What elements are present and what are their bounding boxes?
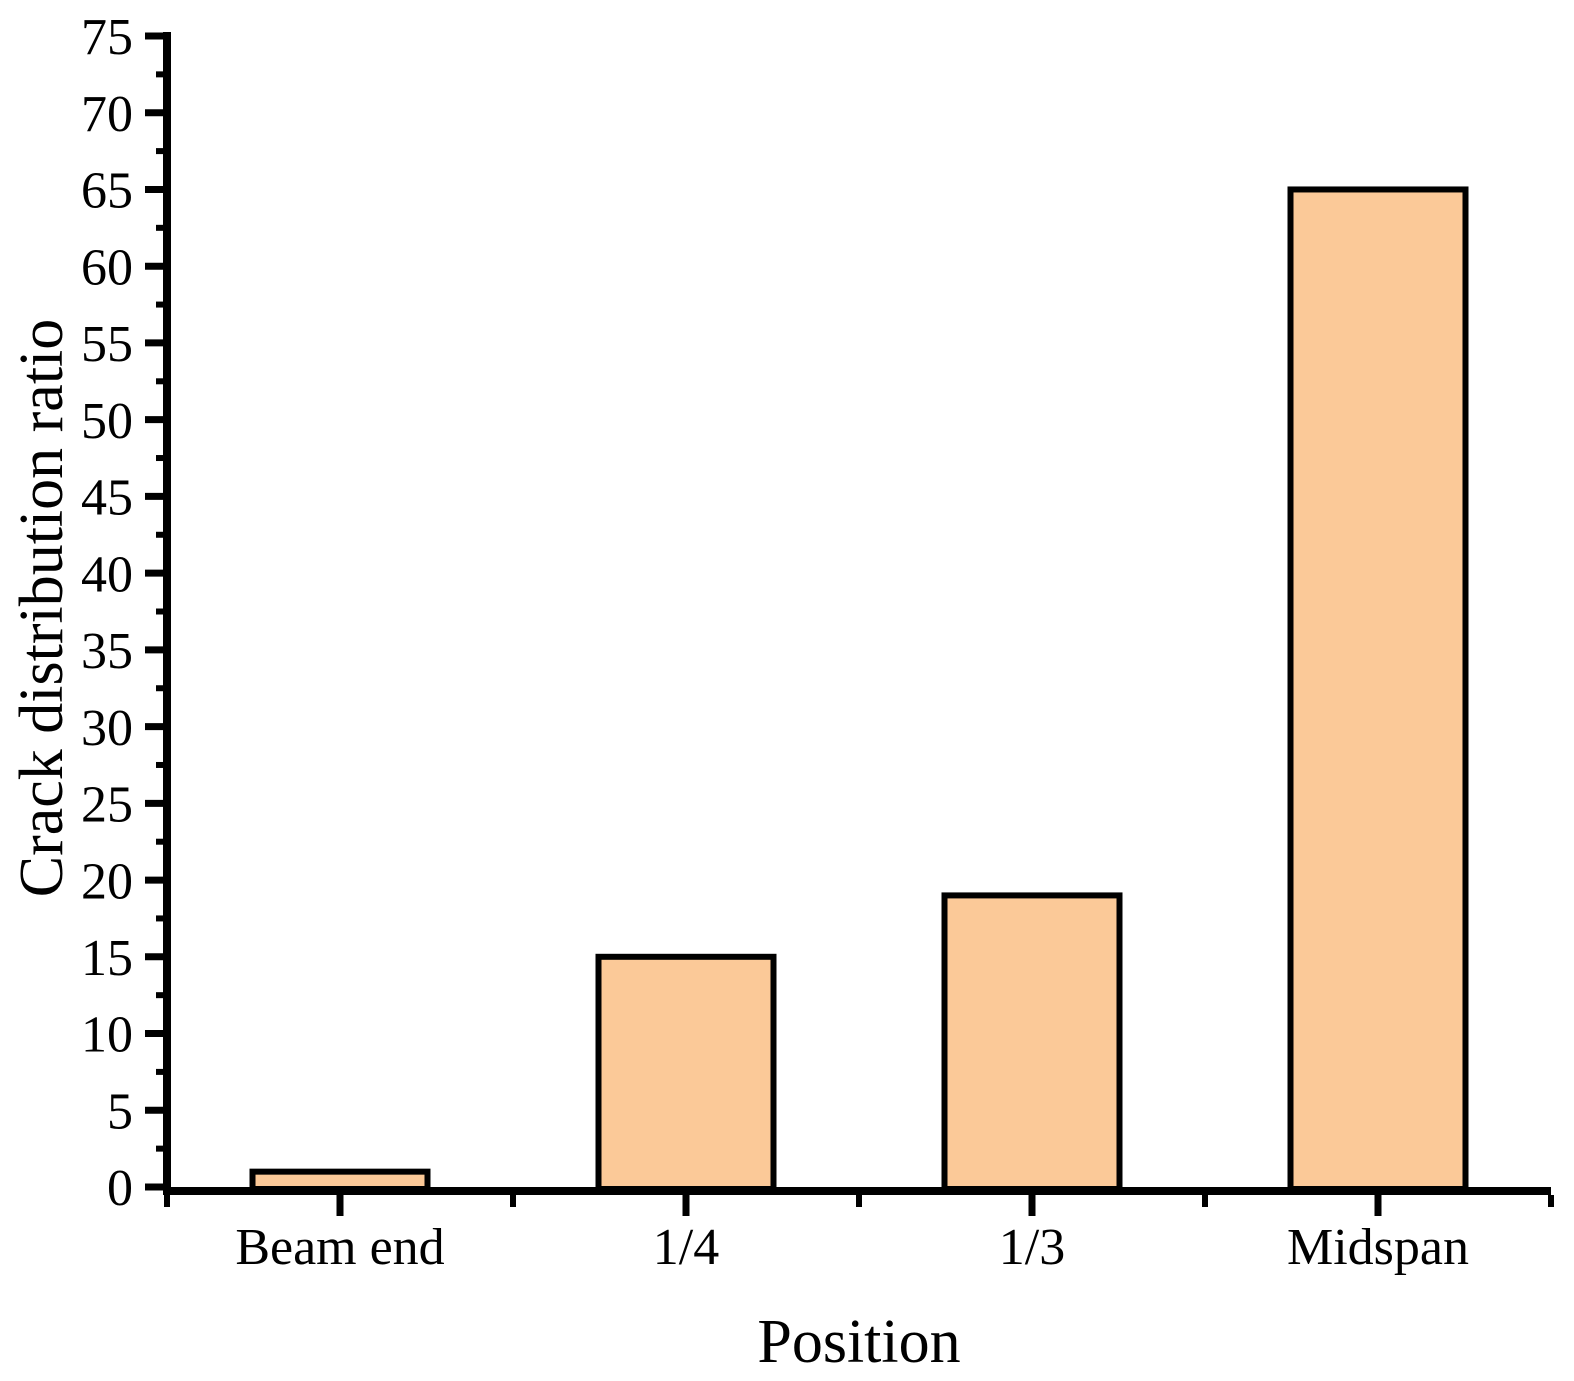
y-tick-label: 40	[81, 546, 133, 603]
y-tick-label: 70	[81, 86, 133, 143]
bar-midspan	[1287, 186, 1469, 1192]
y-tick-label: 60	[81, 239, 133, 296]
x-tick-label-beam-end: Beam end	[235, 1219, 444, 1276]
y-tick-label: 15	[81, 930, 133, 987]
bars-layer	[249, 186, 1469, 1192]
y-tick-label: 75	[81, 9, 133, 66]
y-tick-label: 0	[107, 1160, 133, 1217]
y-tick-label: 25	[81, 777, 133, 834]
x-tick-label-1-3: 1/3	[999, 1219, 1065, 1276]
labels-layer: 0 5 10 15 20 25 30 35 40 45 50 55 60 65 70 75 Beam end 1/…	[81, 9, 1469, 1276]
y-tick-label: 55	[81, 316, 133, 373]
y-tick-label: 50	[81, 393, 133, 450]
axes-layer	[145, 32, 1554, 1216]
y-tick-label: 30	[81, 700, 133, 757]
y-tick-label: 5	[107, 1083, 133, 1140]
y-tick-label: 20	[81, 853, 133, 910]
y-tick-label: 35	[81, 623, 133, 680]
y-axis-title: Crack distribution ratio	[8, 319, 76, 898]
y-tick-label: 10	[81, 1007, 133, 1064]
bar-beam-end	[249, 1168, 431, 1192]
bar-1-3	[941, 892, 1123, 1192]
x-tick-label-1-4: 1/4	[653, 1219, 719, 1276]
y-tick-label: 65	[81, 163, 133, 220]
y-tick-label: 45	[81, 470, 133, 527]
bar-1-4	[595, 953, 777, 1192]
x-tick-label-midspan: Midspan	[1287, 1219, 1469, 1276]
x-axis-title: Position	[757, 1308, 960, 1376]
